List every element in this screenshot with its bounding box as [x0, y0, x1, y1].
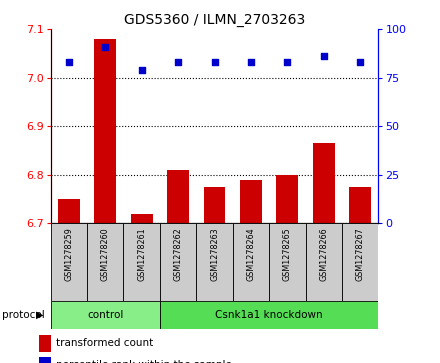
Bar	[313, 143, 335, 223]
Text: GSM1278262: GSM1278262	[173, 227, 183, 281]
Bar	[39, 357, 51, 363]
Text: transformed count: transformed count	[56, 338, 154, 348]
Bar	[58, 199, 80, 223]
Bar	[276, 175, 298, 223]
Bar	[349, 187, 371, 223]
Point	[247, 59, 254, 65]
Bar	[124, 223, 160, 301]
Text: control: control	[87, 310, 124, 320]
Text: percentile rank within the sample: percentile rank within the sample	[56, 360, 232, 363]
Text: GSM1278267: GSM1278267	[356, 227, 365, 281]
Bar	[305, 223, 342, 301]
Text: GSM1278263: GSM1278263	[210, 227, 219, 281]
Bar	[131, 213, 153, 223]
Bar	[94, 39, 116, 223]
Text: GSM1278259: GSM1278259	[64, 227, 73, 281]
Text: GSM1278264: GSM1278264	[246, 227, 256, 281]
Point	[65, 59, 72, 65]
Text: GSM1278265: GSM1278265	[283, 227, 292, 281]
Bar	[160, 223, 196, 301]
Point	[175, 59, 182, 65]
Bar	[240, 180, 262, 223]
Bar	[87, 223, 124, 301]
Point	[102, 44, 109, 49]
Bar	[39, 335, 51, 352]
Bar	[233, 223, 269, 301]
Bar	[167, 170, 189, 223]
Point	[211, 59, 218, 65]
Point	[357, 59, 364, 65]
Bar	[269, 223, 305, 301]
Point	[138, 67, 145, 73]
Point	[284, 59, 291, 65]
Text: GSM1278266: GSM1278266	[319, 227, 328, 281]
Text: ▶: ▶	[36, 310, 44, 320]
Bar	[196, 223, 233, 301]
Bar	[342, 223, 378, 301]
Text: GSM1278260: GSM1278260	[101, 227, 110, 281]
Bar	[160, 301, 378, 329]
Bar	[204, 187, 225, 223]
Point	[320, 53, 327, 59]
Text: GSM1278261: GSM1278261	[137, 227, 146, 281]
Bar	[51, 301, 160, 329]
Bar	[51, 223, 87, 301]
Text: Csnk1a1 knockdown: Csnk1a1 knockdown	[215, 310, 323, 320]
Text: protocol: protocol	[2, 310, 45, 320]
Title: GDS5360 / ILMN_2703263: GDS5360 / ILMN_2703263	[124, 13, 305, 26]
